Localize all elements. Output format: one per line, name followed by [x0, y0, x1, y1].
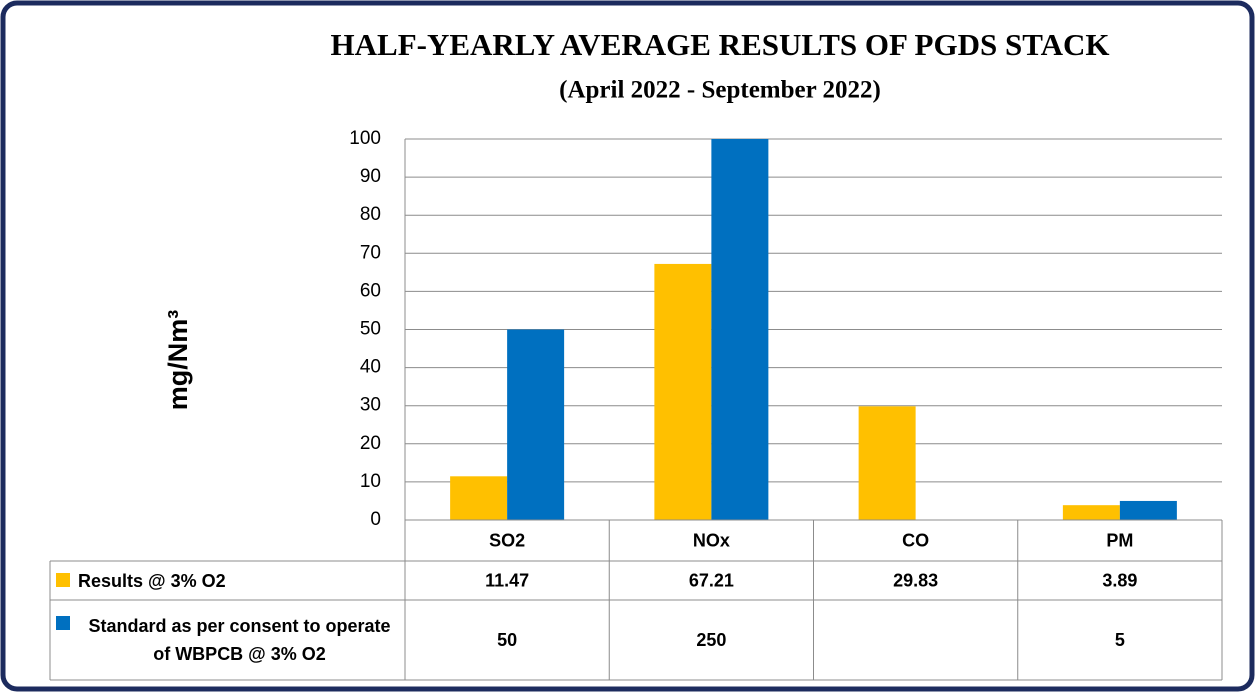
x-tick-label: PM: [1106, 530, 1133, 550]
table-value: 5: [1115, 630, 1125, 650]
y-tick-label: 90: [360, 166, 381, 187]
y-axis-label: mg/Nm³: [163, 310, 193, 411]
bar: [858, 406, 916, 520]
bar: [711, 139, 769, 520]
x-tick-label: CO: [902, 530, 929, 550]
y-tick-label: 60: [360, 280, 381, 301]
bar: [507, 329, 565, 520]
chart-subtitle: (April 2022 - September 2022): [559, 77, 881, 104]
legend-entry: Results @ 3% O2: [56, 561, 401, 600]
y-tick-label: 80: [360, 204, 381, 225]
y-tick-label: 40: [360, 357, 381, 378]
table-value: 3.89: [1102, 570, 1137, 590]
table-value: 29.83: [893, 570, 938, 590]
table-value: 250: [696, 630, 726, 650]
bar: [1062, 505, 1120, 520]
plot-area: [450, 139, 1177, 520]
x-tick-label: SO2: [489, 530, 525, 550]
bar: [654, 263, 712, 520]
y-tick-label: 70: [360, 242, 381, 263]
table-value: 67.21: [689, 570, 734, 590]
legend-key: [56, 616, 70, 630]
legend-entry: Standard as per consent to operate of WB…: [56, 600, 401, 680]
legend-label: Results @ 3% O2: [56, 561, 401, 600]
legend-key: [56, 573, 70, 587]
legend-label: Standard as per consent to operate of WB…: [56, 600, 401, 680]
y-tick-label: 10: [360, 471, 381, 492]
table-value: 50: [497, 630, 517, 650]
bar: [450, 476, 508, 520]
bar: [1119, 500, 1177, 520]
y-tick-label: 0: [370, 509, 381, 530]
x-tick-label: NOx: [693, 530, 730, 550]
y-tick-label: 30: [360, 395, 381, 416]
table-value: 11.47: [485, 570, 529, 590]
chart-title: HALF-YEARLY AVERAGE RESULTS OF PGDS STAC…: [331, 27, 1110, 62]
legend-text: Standard as per consent to operate of WB…: [88, 616, 391, 664]
legend-text: Results @ 3% O2: [78, 570, 226, 591]
y-tick-label: 20: [360, 433, 381, 454]
y-tick-label: 100: [349, 128, 381, 149]
y-tick-label: 50: [360, 319, 381, 340]
